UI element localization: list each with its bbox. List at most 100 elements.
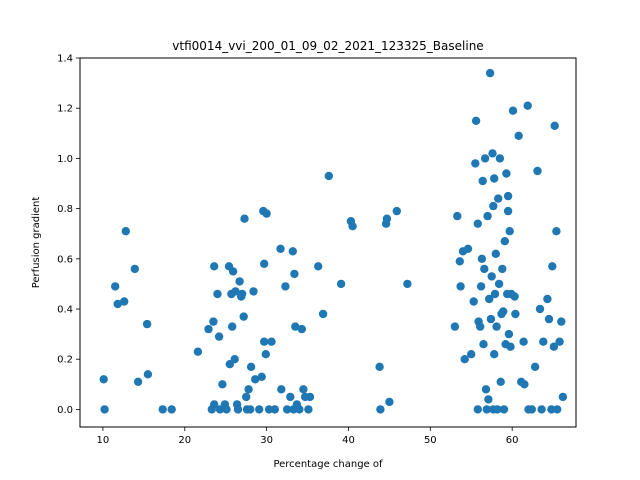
- data-point: [100, 405, 109, 414]
- data-point: [233, 405, 243, 414]
- data-point: [120, 297, 129, 306]
- data-point: [471, 116, 481, 126]
- data-point: [511, 309, 520, 319]
- data-point: [555, 337, 564, 346]
- data-point: [473, 219, 482, 228]
- data-point: [276, 244, 285, 253]
- data-point: [456, 282, 465, 291]
- x-tick-label: 40: [342, 435, 355, 446]
- data-point: [490, 289, 500, 299]
- data-point: [493, 405, 502, 414]
- data-point: [286, 392, 295, 402]
- data-point: [304, 405, 313, 414]
- data-point: [218, 380, 227, 389]
- data-point: [281, 282, 290, 291]
- x-tick-label: 30: [260, 435, 273, 446]
- data-point: [535, 304, 545, 314]
- data-point: [547, 405, 556, 414]
- data-point: [235, 277, 244, 286]
- y-axis-ticks: 0.0 0.2 0.4 0.6 0.8 1.0 1.2 1.4: [57, 54, 80, 416]
- plot-frame: [79, 57, 577, 428]
- data-point: [277, 385, 286, 394]
- data-point: [490, 350, 499, 359]
- data-point: [479, 340, 488, 349]
- data-point: [260, 337, 269, 346]
- data-point: [489, 201, 498, 211]
- data-point: [348, 222, 357, 231]
- data-point: [262, 209, 271, 218]
- data-point: [523, 101, 532, 110]
- data-point: [237, 289, 247, 299]
- data-point: [403, 279, 412, 289]
- data-point: [486, 314, 496, 324]
- data-point: [533, 166, 542, 176]
- data-point: [485, 68, 495, 78]
- data-point: [490, 174, 499, 183]
- y-tick-label: 0.4: [57, 305, 73, 316]
- data-point: [299, 385, 308, 394]
- data-point: [210, 400, 219, 409]
- data-point: [288, 247, 297, 256]
- data-point: [487, 272, 496, 281]
- x-axis-ticks: 10 20 30 40 50 60: [97, 427, 519, 446]
- data-point: [214, 332, 224, 341]
- data-point: [240, 214, 249, 223]
- data-point: [502, 169, 511, 178]
- data-point: [314, 262, 323, 271]
- data-point: [113, 299, 122, 309]
- x-tick-label: 50: [424, 435, 437, 446]
- data-point: [246, 362, 256, 371]
- data-point: [503, 191, 513, 201]
- data-point: [291, 322, 300, 331]
- data-point: [453, 211, 462, 221]
- data-point: [121, 227, 130, 236]
- y-tick-label: 1.2: [57, 104, 73, 115]
- data-point: [491, 249, 500, 258]
- data-point: [471, 159, 480, 168]
- data-point: [376, 405, 385, 414]
- data-point: [228, 267, 238, 276]
- y-tick-label: 1.0: [57, 154, 73, 165]
- data-point: [494, 279, 504, 289]
- data-point: [460, 355, 469, 364]
- data-point: [209, 317, 218, 326]
- data-point: [261, 350, 270, 359]
- data-point: [99, 375, 108, 384]
- data-point: [318, 309, 328, 319]
- data-point: [167, 405, 176, 414]
- data-point: [492, 322, 501, 331]
- data-point: [375, 362, 384, 371]
- data-point: [392, 206, 401, 216]
- data-point: [133, 377, 143, 386]
- data-point: [231, 287, 240, 296]
- data-point: [469, 297, 478, 306]
- data-point: [260, 259, 269, 268]
- y-tick-label: 1.4: [57, 54, 73, 65]
- data-point: [503, 206, 513, 216]
- data-point: [476, 282, 486, 291]
- data-point: [282, 405, 292, 414]
- data-point: [530, 362, 540, 371]
- data-point: [158, 405, 167, 414]
- data-point: [499, 405, 509, 414]
- data-point: [558, 392, 568, 402]
- data-point: [480, 154, 490, 163]
- data-point: [222, 405, 231, 414]
- data-point: [505, 227, 514, 236]
- data-point: [549, 342, 559, 351]
- x-tick-label: 60: [506, 435, 519, 446]
- chart-title: vtfi0014_vvi_200_01_09_02_2021_123325_Ba…: [172, 39, 483, 53]
- data-point: [111, 282, 120, 291]
- y-tick-label: 0.2: [57, 355, 73, 366]
- data-point: [496, 377, 505, 386]
- data-point: [550, 121, 559, 130]
- data-point: [504, 329, 514, 339]
- data-point: [510, 292, 519, 301]
- data-point: [485, 294, 494, 304]
- data-point: [450, 322, 460, 331]
- data-point: [527, 405, 536, 414]
- data-point: [467, 350, 476, 359]
- data-point: [495, 154, 505, 163]
- data-point: [257, 372, 266, 381]
- data-point: [494, 194, 503, 203]
